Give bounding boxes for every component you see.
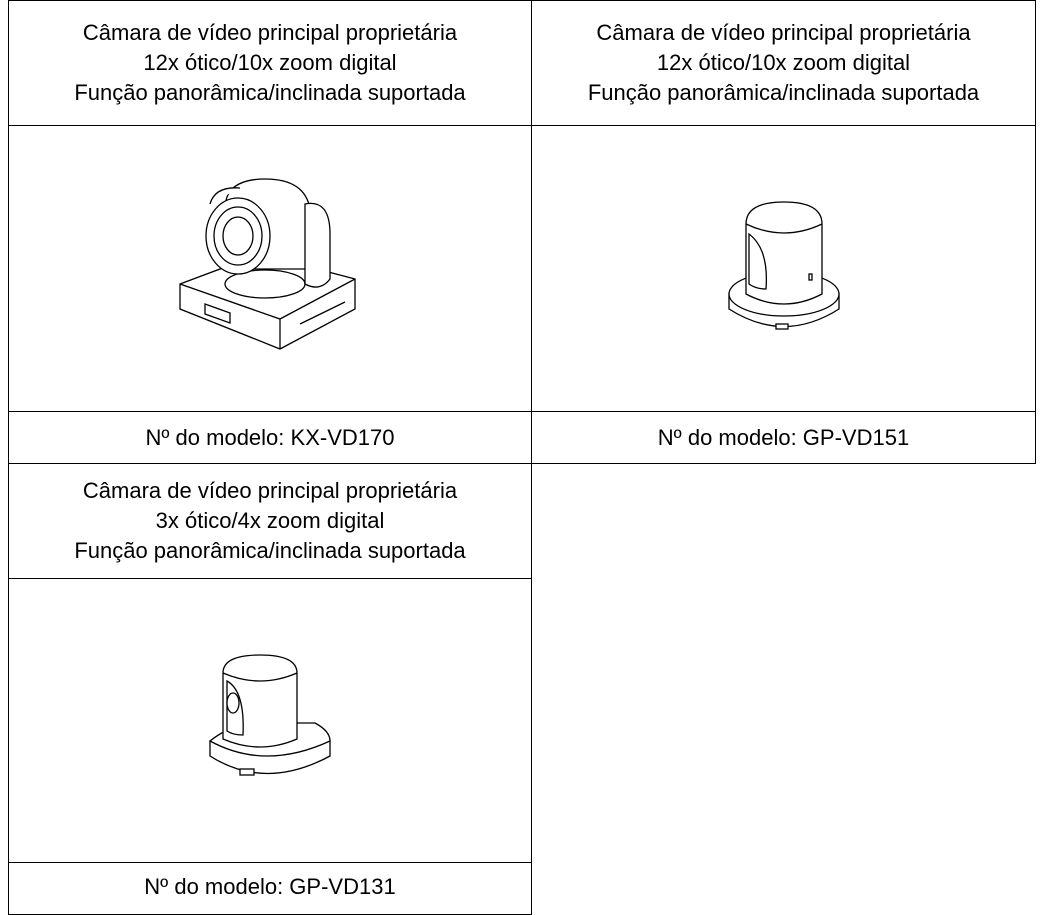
camera-image xyxy=(179,177,356,350)
description-line: Função panorâmica/inclinada suportada xyxy=(74,538,466,563)
description-line: Função panorâmica/inclinada suportada xyxy=(74,80,466,105)
description-cell: Câmara de vídeo principal proprietária 3… xyxy=(8,463,532,579)
description-line: Câmara de vídeo principal proprietária xyxy=(82,478,458,503)
camera-image xyxy=(208,653,331,776)
description-line: 12x ótico/10x zoom digital xyxy=(656,50,911,75)
description-line: Câmara de vídeo principal proprietária xyxy=(596,20,971,45)
description-line: 3x ótico/4x zoom digital xyxy=(155,508,385,533)
model-number: Nº do modelo: GP-VD131 xyxy=(144,873,396,899)
description-line: Câmara de vídeo principal proprietária xyxy=(82,20,458,45)
model-cell: Nº do modelo: KX-VD170 xyxy=(8,411,532,464)
description-line: 12x ótico/10x zoom digital xyxy=(143,50,397,75)
image-cell xyxy=(8,578,532,863)
description-line: Função panorâmica/inclinada suportada xyxy=(587,80,980,105)
camera-image xyxy=(727,200,840,330)
model-number: Nº do modelo: GP-VD151 xyxy=(657,424,910,450)
image-cell xyxy=(531,125,1036,412)
model-cell: Nº do modelo: GP-VD151 xyxy=(531,411,1036,464)
image-cell xyxy=(8,125,532,412)
description-cell: Câmara de vídeo principal proprietária 1… xyxy=(531,0,1036,126)
model-cell: Nº do modelo: GP-VD131 xyxy=(8,862,532,915)
description-cell: Câmara de vídeo principal proprietária 1… xyxy=(8,0,532,126)
model-number: Nº do modelo: KX-VD170 xyxy=(145,424,395,450)
